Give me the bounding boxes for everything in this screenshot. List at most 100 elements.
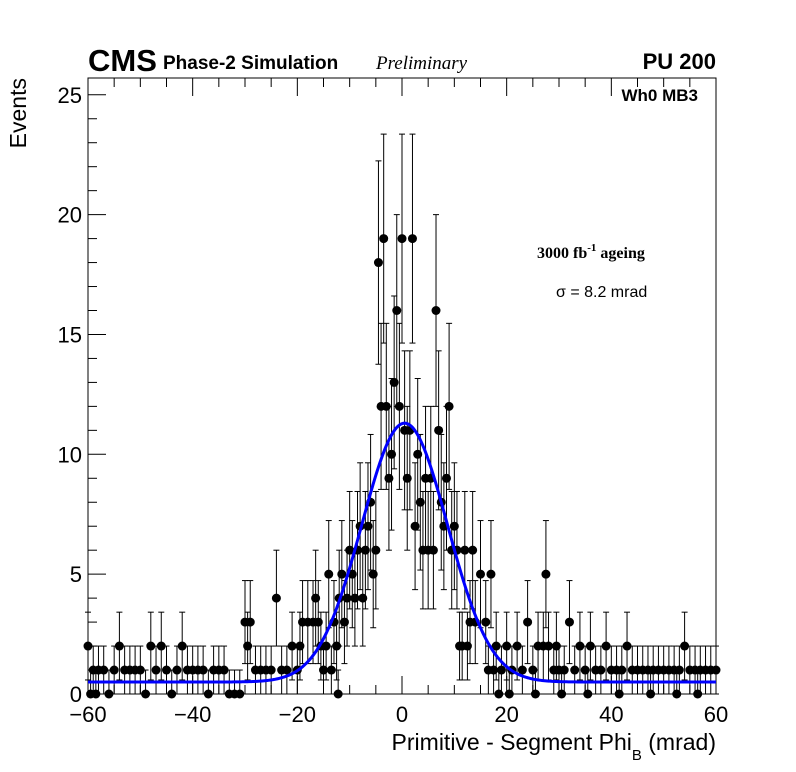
data-point (397, 234, 407, 244)
data-point (167, 689, 177, 699)
ageing-suffix: ageing (596, 245, 644, 262)
data-point (350, 593, 360, 603)
data-point (523, 617, 533, 627)
data-point (389, 377, 399, 387)
data-point (311, 593, 321, 603)
data-point (287, 641, 297, 651)
data-point (368, 569, 378, 579)
x-tick-label: −40 (174, 702, 211, 727)
data-point (326, 665, 336, 675)
data-point (162, 665, 171, 675)
data-point (564, 617, 574, 627)
data-point (342, 593, 352, 603)
data-point (387, 449, 397, 459)
y-tick-label: 5 (70, 562, 82, 587)
data-point (219, 665, 229, 675)
status-label: Preliminary (375, 53, 468, 74)
data-point (557, 689, 567, 699)
data-point (496, 665, 506, 675)
ageing-prefix: 3000 fb (537, 245, 587, 262)
data-point (384, 473, 394, 483)
data-point (575, 641, 585, 651)
data-point (444, 401, 454, 411)
data-point (585, 641, 595, 651)
data-point (151, 665, 161, 675)
data-point (502, 641, 512, 651)
data-point (172, 665, 182, 675)
data-point (441, 473, 451, 483)
data-point (486, 569, 496, 579)
data-point (109, 665, 119, 675)
y-axis-tick-labels: 0 5 10 15 20 25 (58, 83, 82, 707)
data-point (551, 641, 561, 651)
data-point (596, 665, 606, 675)
x-axis-title-subscript: B (632, 747, 642, 764)
data-point (245, 617, 255, 627)
data-point (324, 569, 334, 579)
data-point (114, 641, 124, 651)
data-point (319, 665, 328, 675)
y-axis-ticks (88, 94, 106, 695)
data-point (528, 665, 538, 675)
data-point (580, 665, 590, 675)
data-point (156, 641, 166, 651)
sigma-label: σ = 8.2 mrad (556, 284, 647, 301)
y-tick-label: 20 (58, 203, 82, 228)
x-axis-tick-labels: −60 −40 −20 0 20 40 60 (69, 702, 728, 727)
data-point (617, 665, 627, 675)
data-point (711, 665, 721, 675)
data-point (530, 689, 540, 699)
data-point (468, 545, 478, 555)
data-point (177, 641, 187, 651)
data-point (517, 665, 527, 675)
y-tick-label: 25 (58, 83, 82, 108)
data-point (622, 641, 632, 651)
data-point (337, 569, 347, 579)
x-axis-title-unit: (mrad) (642, 729, 716, 755)
data-point (614, 689, 624, 699)
ageing-exponent: -1 (587, 242, 596, 254)
data-point (243, 641, 253, 651)
y-tick-label: 0 (70, 682, 82, 707)
data-point (544, 641, 554, 651)
data-point (413, 449, 423, 459)
experiment-label: CMS (88, 43, 157, 78)
data-point (104, 689, 114, 699)
data-point (672, 689, 682, 699)
data-point (321, 641, 331, 651)
data-point (379, 234, 389, 244)
data-point (198, 665, 208, 675)
data-point (373, 258, 383, 268)
data-point (83, 641, 93, 651)
data-point (402, 473, 412, 483)
y-axis-title: Events (5, 78, 31, 148)
data-point (693, 689, 703, 699)
data-point (282, 665, 292, 675)
data-point (203, 689, 213, 699)
data-point (680, 641, 690, 651)
data-point (91, 689, 101, 699)
x-tick-label: 60 (704, 702, 728, 727)
data-point (481, 617, 491, 627)
data-point (271, 593, 281, 603)
data-point (646, 689, 656, 699)
data-point (462, 641, 472, 651)
data-point (333, 689, 343, 699)
data-point (583, 689, 593, 699)
error-bars (85, 133, 719, 695)
data-point (491, 641, 501, 651)
data-point (371, 545, 381, 555)
data-point (674, 665, 684, 675)
data-point (146, 641, 156, 651)
data-point (494, 689, 504, 699)
x-tick-label: −20 (279, 702, 316, 727)
x-axis-title-main: Primitive - Segment Phi (392, 729, 632, 755)
subtitle-label: Phase-2 Simulation (163, 53, 338, 74)
data-point (295, 641, 305, 651)
data-point (407, 234, 417, 244)
data-point (489, 665, 499, 675)
data-point (394, 401, 404, 411)
data-point (363, 521, 373, 531)
data-point (428, 545, 438, 555)
